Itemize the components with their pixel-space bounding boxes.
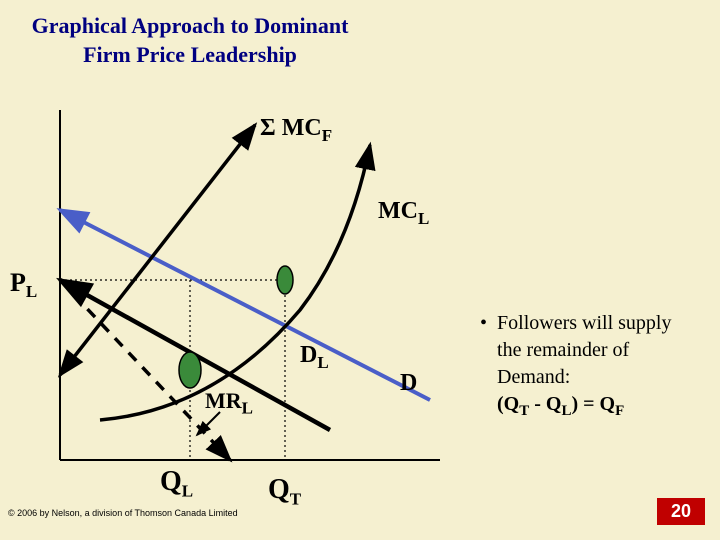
label-ql: QL (160, 466, 193, 502)
label-dl: DL (300, 342, 329, 373)
economics-diagram: Σ MCF MCL PL DL D MRL QL QT (40, 90, 460, 480)
slide-number-badge: 20 (657, 498, 705, 525)
intersection-pl (277, 266, 293, 294)
label-qt: QT (268, 474, 301, 510)
bullet-text: • Followers will supply the remainder of… (480, 310, 690, 421)
intersection-ql (179, 352, 201, 388)
label-mrl: MRL (205, 388, 253, 418)
copyright-text: © 2006 by Nelson, a division of Thomson … (8, 508, 238, 518)
label-mcl: MCL (378, 198, 429, 229)
label-pl: PL (10, 268, 37, 302)
slide-title: Graphical Approach to Dominant Firm Pric… (15, 12, 365, 69)
bullet-dot-icon: • (480, 310, 487, 421)
label-mcf: Σ MCF (260, 115, 332, 146)
mcf-line (60, 125, 255, 375)
mrl-line (60, 280, 230, 460)
label-d: D (400, 370, 417, 397)
